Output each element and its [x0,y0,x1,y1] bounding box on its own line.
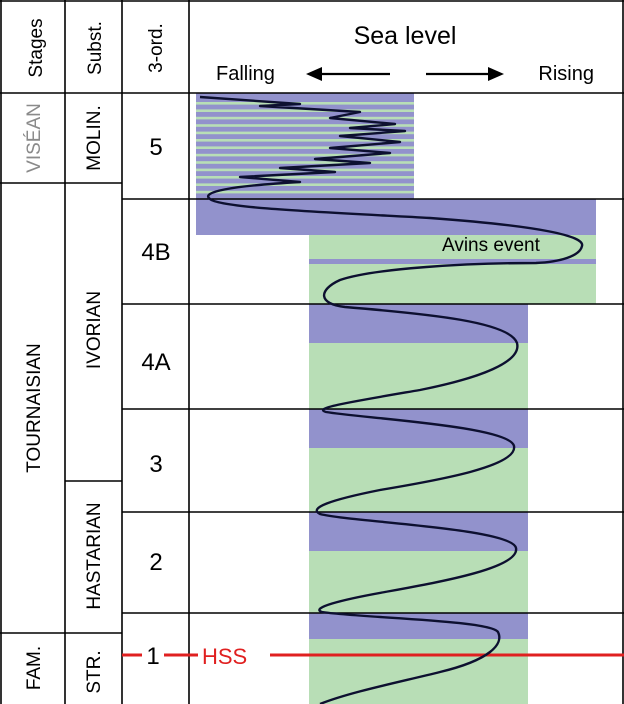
header-third-order: 3-ord. [146,23,167,73]
header-falling: Falling [216,63,275,85]
molin-stripe [196,139,414,142]
header-rising: Rising [538,63,594,85]
band-2-green [309,551,528,613]
molin-stripe [196,131,414,135]
stage-visean: VISÉAN [24,103,45,173]
sequence-3: 3 [149,451,162,478]
molin-stripe [196,153,414,157]
sequence-4a: 4A [141,349,170,376]
sequence-4b: 4B [141,239,170,266]
sequence-5: 5 [149,134,162,161]
header-stages: Stages [26,18,47,77]
header-substages: Subst. [85,21,106,75]
header-arrows [306,67,504,81]
band-4b-green [309,235,596,304]
sequence-2: 2 [149,549,162,576]
falling-arrowhead [306,67,322,81]
facies-bands [196,93,596,704]
molin-stripe [196,102,414,105]
hss-label: HSS [202,644,247,669]
band-1-purple [309,613,528,639]
avins-event-label: Avins event [442,235,541,256]
molin-stripe [196,116,414,120]
molin-stripe [196,190,414,194]
rising-arrowhead [488,67,504,81]
stage-famennian: FAM. [24,646,45,690]
band-4a-green [309,343,528,409]
substage-strunian: STR. [84,650,105,693]
band-4a-purple [309,304,528,343]
molin-stripe [196,183,414,186]
substage-ivorian: IVORIAN [84,291,105,369]
substage-hastarian: HASTARIAN [84,502,105,609]
sequence-1: 1 [146,643,159,670]
substage-molinacian: MOLIN. [84,105,105,170]
band-3-green [309,448,528,512]
molin-stripe [196,146,414,149]
molin-stripe [196,176,414,179]
header-sea-level: Sea level [354,22,457,50]
molin-stripe [196,161,414,164]
stage-tournaisian: TOURNAISIAN [24,343,45,473]
molin-stripe [196,109,414,112]
molin-stripe [196,124,414,127]
avins-stripe [309,259,596,264]
sea-level-curve [199,95,584,704]
